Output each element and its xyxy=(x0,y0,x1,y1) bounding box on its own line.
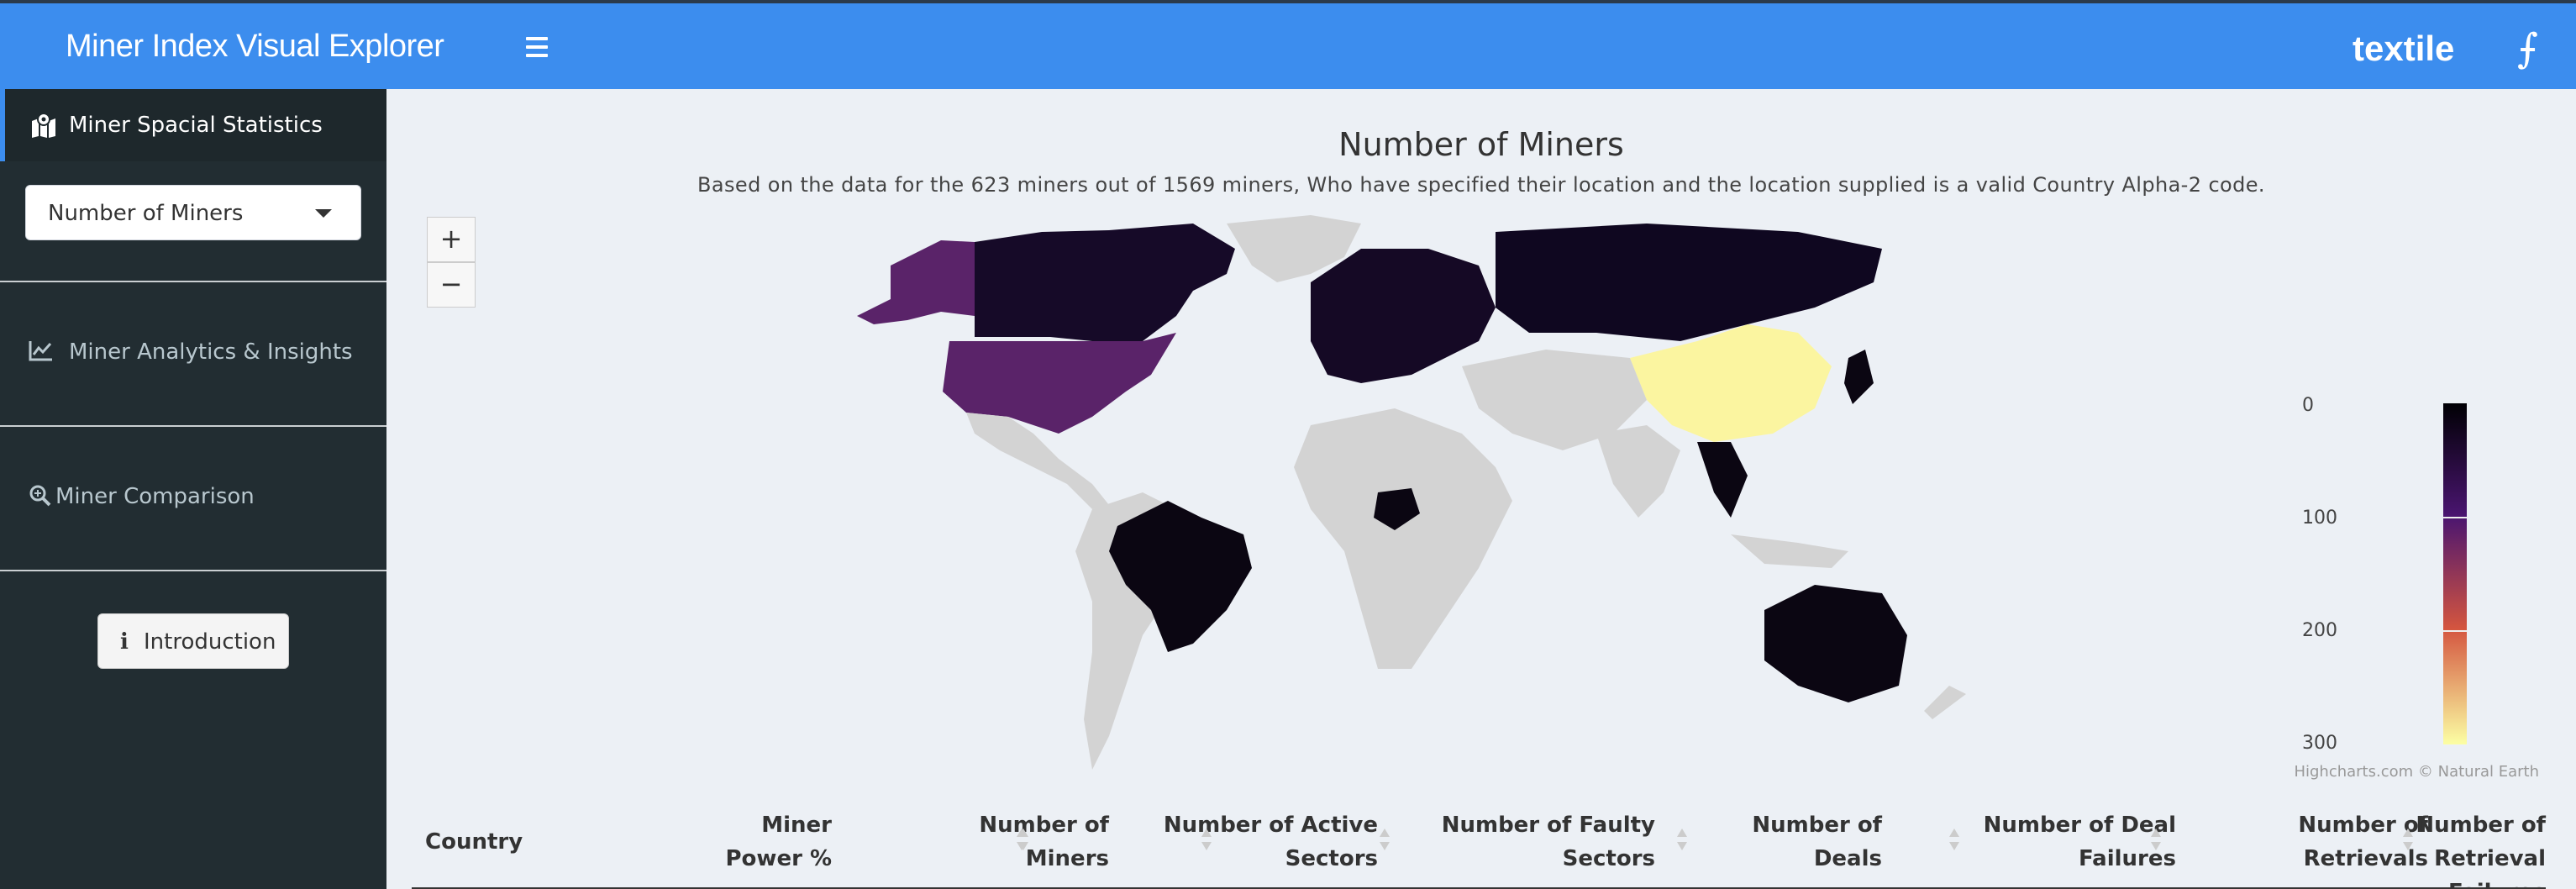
map-region-united-states[interactable] xyxy=(943,333,1176,434)
sort-icon xyxy=(1380,829,1390,854)
map-region-new-zealand[interactable] xyxy=(1924,686,1966,719)
map-region-nigeria[interactable] xyxy=(1374,488,1420,530)
world-map[interactable] xyxy=(840,215,2353,871)
column-header-label-line2: Retrievals xyxy=(2303,846,2428,871)
stats-table-header: Country Miner Power % Number of Miners N… xyxy=(412,800,2546,889)
sort-icon xyxy=(1949,829,1959,854)
sidebar-item-label: Miner Analytics & Insights xyxy=(69,339,353,365)
column-header-label-line2: Power % xyxy=(725,846,833,871)
column-header-label-line1: Miner xyxy=(761,813,832,838)
map-region-middle-east[interactable] xyxy=(1462,350,1647,450)
column-header-active-sectors[interactable]: Number of Active Sectors xyxy=(1134,800,1395,889)
sort-icon xyxy=(2151,829,2161,854)
map-region-canada[interactable] xyxy=(975,224,1235,341)
column-header-label-line2: Failures xyxy=(2078,846,2176,871)
column-header-country[interactable]: Country xyxy=(412,800,1027,889)
map-region-central-america[interactable] xyxy=(966,413,1109,509)
app-title: Miner Index Visual Explorer xyxy=(66,29,444,64)
column-header-deals[interactable]: Number of Deals xyxy=(1706,800,1899,889)
sort-icon xyxy=(2403,829,2413,854)
metric-select-value: Number of Miners xyxy=(48,201,244,226)
sidebar-toggle-icon[interactable] xyxy=(526,37,548,57)
column-header-faulty-sectors[interactable]: Number of Faulty Sectors xyxy=(1420,800,1672,889)
color-axis-legend xyxy=(2443,403,2467,744)
map-region-alaska[interactable] xyxy=(857,240,975,324)
info-icon: i xyxy=(120,629,129,655)
column-header-label-line1: Number of Faulty xyxy=(1441,813,1655,838)
column-header-label-line2: Sectors xyxy=(1562,846,1655,871)
map-region-australia[interactable] xyxy=(1764,585,1907,702)
legend-tick-label: 0 xyxy=(2302,395,2314,416)
sort-icon xyxy=(1018,829,1028,854)
column-header-deal-failures[interactable]: Number of Deal Failures xyxy=(1924,800,2176,889)
chevron-down-icon xyxy=(315,209,332,218)
introduction-button-label: Introduction xyxy=(144,629,276,655)
column-header-label-line1: Number of Active xyxy=(1163,813,1378,838)
map-region-japan[interactable] xyxy=(1844,350,1874,404)
metric-select[interactable]: Number of Miners xyxy=(25,185,361,240)
map-subtitle: Based on the data for the 623 miners out… xyxy=(697,173,2265,197)
column-header-miner-power[interactable]: Miner Power % xyxy=(689,800,849,889)
map-region-indonesia[interactable] xyxy=(1731,534,1848,568)
legend-tick-label: 200 xyxy=(2302,620,2337,641)
legend-tick-label: 100 xyxy=(2302,508,2337,529)
map-region-europe[interactable] xyxy=(1311,249,1496,383)
introduction-button[interactable]: i Introduction xyxy=(97,613,289,669)
table-header-border xyxy=(412,887,2546,889)
column-header-label-line1: Number of xyxy=(979,813,1109,838)
column-header-label-line2: Sectors xyxy=(1285,846,1378,871)
sidebar-divider xyxy=(0,281,386,282)
sidebar-item-label: Miner Comparison xyxy=(55,484,255,509)
sidebar-item-miner-comparison[interactable]: Miner Comparison xyxy=(0,479,386,529)
map-title: Number of Miners xyxy=(1338,126,1624,163)
column-header-label-line2: Deals xyxy=(1813,846,1882,871)
column-header-label-line1: Number of Deal xyxy=(1983,813,2176,838)
column-header-retrieval-failures[interactable]: Number of Retrieval Failures xyxy=(2416,800,2546,889)
sidebar-divider xyxy=(0,425,386,427)
main-content: Number of Miners Based on the data for t… xyxy=(386,89,2576,889)
zoom-out-button[interactable]: − xyxy=(427,262,476,308)
map-region-greenland[interactable] xyxy=(1227,215,1361,282)
map-region-russia[interactable] xyxy=(1496,224,1882,341)
sort-icon xyxy=(1677,829,1687,854)
map-icon xyxy=(32,113,55,138)
filecoin-logo[interactable]: ⨍ xyxy=(2517,25,2539,72)
textile-logo[interactable]: textile xyxy=(2353,29,2455,68)
map-region-southeast-asia[interactable] xyxy=(1697,442,1748,518)
column-header-label-line1: Number of xyxy=(1752,813,1882,838)
map-region-africa[interactable] xyxy=(1294,408,1512,669)
map-region-brazil[interactable] xyxy=(1109,501,1252,652)
sidebar: Miner Spacial Statistics Number of Miner… xyxy=(0,89,386,889)
sidebar-item-miner-spacial-statistics[interactable]: Miner Spacial Statistics xyxy=(0,89,386,161)
column-header-label-line2: Failures xyxy=(2311,876,2546,889)
zoom-in-button[interactable]: + xyxy=(427,217,476,262)
sidebar-item-miner-analytics[interactable]: Miner Analytics & Insights xyxy=(0,334,386,385)
column-header-label: Country xyxy=(425,829,523,855)
sidebar-divider xyxy=(0,570,386,571)
search-icon xyxy=(29,485,51,507)
sidebar-item-label: Miner Spacial Statistics xyxy=(69,113,323,138)
map-region-india[interactable] xyxy=(1596,425,1680,518)
column-header-label-line1: Number of Retrieval xyxy=(2416,813,2546,871)
line-chart-icon xyxy=(29,341,52,361)
column-header-number-of-miners[interactable]: Number of Miners xyxy=(899,800,1117,889)
legend-tick-label: 300 xyxy=(2302,733,2337,754)
map-region-china[interactable] xyxy=(1630,324,1832,442)
map-credits[interactable]: Highcharts.com © Natural Earth xyxy=(2294,763,2539,781)
column-header-label-line2: Miners xyxy=(1025,846,1109,871)
sort-icon xyxy=(1201,829,1212,854)
top-navbar: Miner Index Visual Explorer textile ⨍ xyxy=(0,0,2576,89)
